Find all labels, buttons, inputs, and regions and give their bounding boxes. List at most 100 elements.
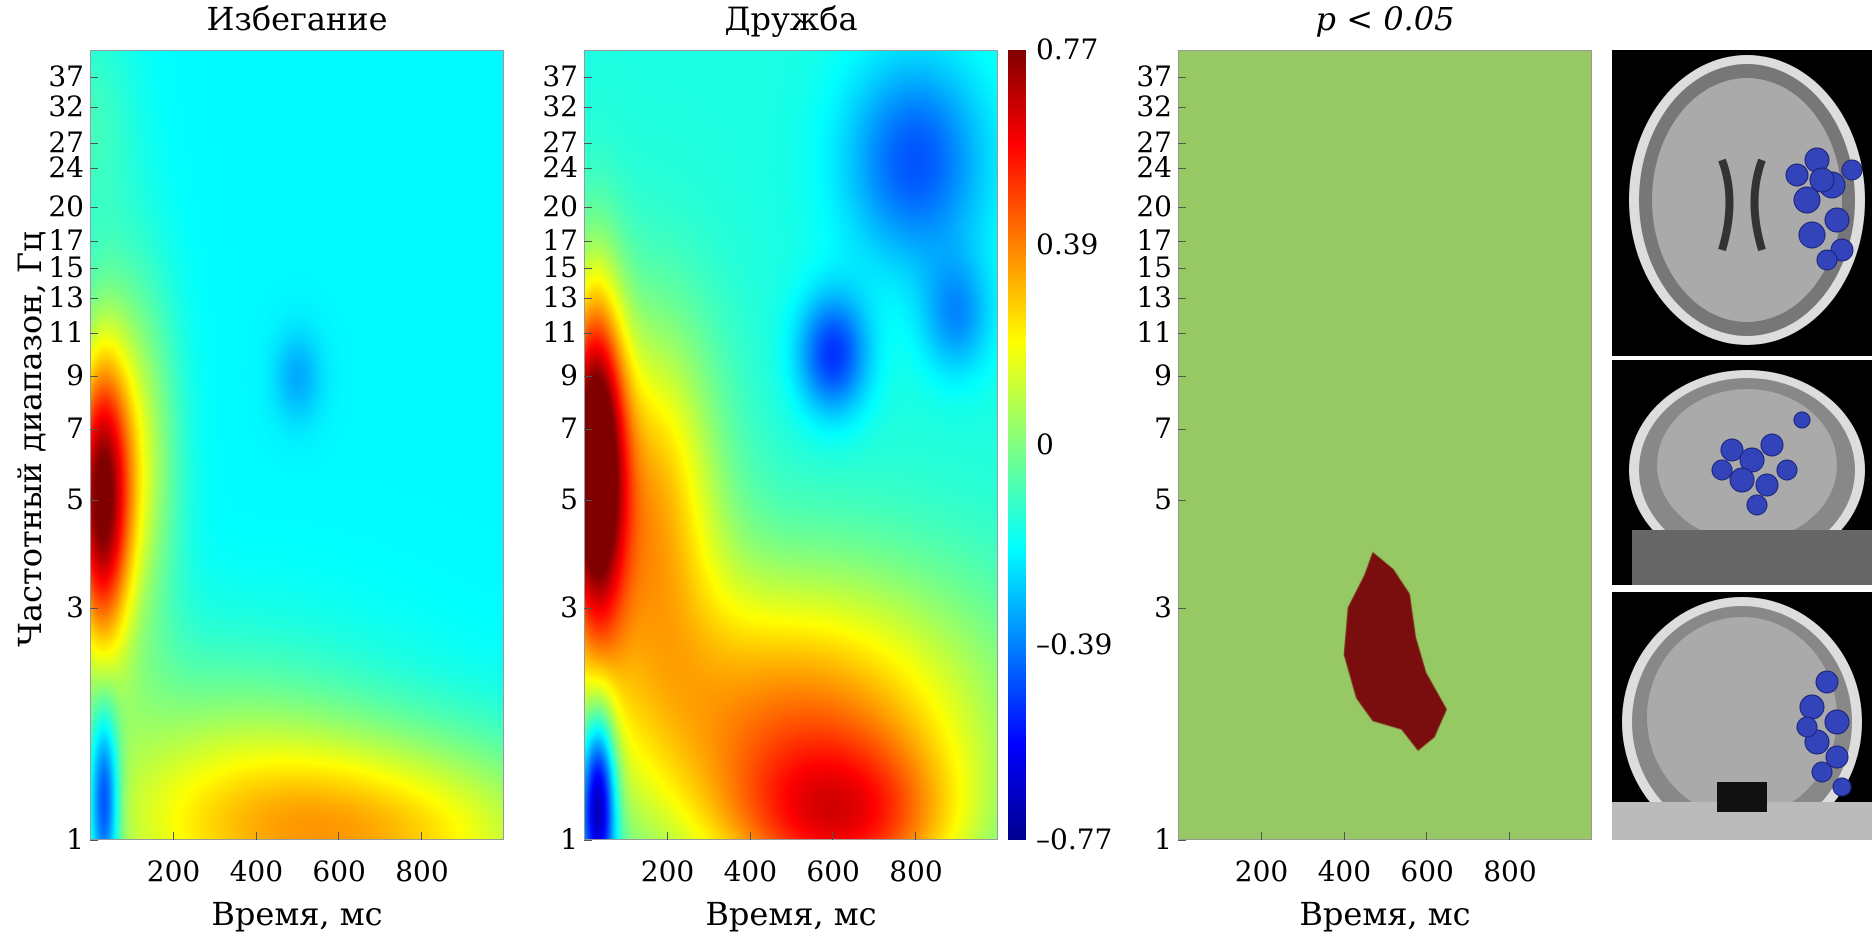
x-tick-label: 800 bbox=[395, 855, 449, 888]
y-tick-mark bbox=[1178, 428, 1186, 430]
y-tick-mark bbox=[584, 840, 592, 841]
y-tick-label: 9 bbox=[1154, 358, 1172, 392]
x-axis-label: Время, мс bbox=[705, 895, 877, 933]
significance-map bbox=[1178, 50, 1592, 840]
y-tick-mark bbox=[90, 499, 98, 501]
y-tick-mark bbox=[584, 107, 592, 109]
x-tick-label: 800 bbox=[889, 855, 943, 888]
y-tick-label: 17 bbox=[48, 224, 84, 258]
y-tick-mark bbox=[584, 607, 592, 609]
x-tick-label: 200 bbox=[146, 855, 201, 888]
y-tick-mark bbox=[1178, 168, 1186, 170]
colorbar-tick-label: –0.39 bbox=[1036, 628, 1113, 662]
y-tick-label: 1 bbox=[66, 823, 84, 856]
y-tick-mark bbox=[1178, 206, 1186, 208]
title-friendship: Дружба bbox=[724, 0, 858, 38]
y-tick-label: 37 bbox=[542, 59, 578, 93]
y-tick-label: 32 bbox=[48, 90, 84, 124]
colorbar-tick-label: 0 bbox=[1036, 428, 1054, 461]
y-tick-mark bbox=[584, 76, 592, 78]
y-tick-label: 20 bbox=[48, 189, 84, 223]
y-tick-label: 37 bbox=[1136, 59, 1172, 93]
y-tick-label: 15 bbox=[1136, 250, 1172, 284]
y-tick-label: 3 bbox=[1154, 590, 1172, 624]
y-tick-label: 27 bbox=[542, 126, 578, 160]
x-tick-mark bbox=[172, 832, 174, 840]
y-tick-mark bbox=[584, 499, 592, 501]
y-tick-label: 15 bbox=[542, 250, 578, 284]
x-tick-label: 200 bbox=[640, 855, 695, 888]
y-tick-mark bbox=[90, 297, 98, 299]
colorbar-tick-label: 0.77 bbox=[1036, 33, 1099, 66]
y-tick-mark bbox=[584, 428, 592, 430]
y-tick-label: 20 bbox=[1136, 189, 1172, 223]
y-tick-mark bbox=[90, 206, 98, 208]
x-tick-label: 800 bbox=[1483, 855, 1537, 888]
x-tick-mark bbox=[1343, 832, 1345, 840]
y-tick-label: 11 bbox=[542, 316, 578, 350]
y-tick-mark bbox=[584, 267, 592, 269]
y-tick-label: 5 bbox=[1154, 482, 1172, 516]
y-tick-label: 20 bbox=[542, 189, 578, 223]
y-tick-mark bbox=[1178, 76, 1186, 78]
brain-axial-image bbox=[1612, 50, 1872, 356]
y-tick-mark bbox=[1178, 143, 1186, 145]
x-axis-label: Время, мс bbox=[1299, 895, 1471, 933]
y-tick-label: 24 bbox=[1136, 151, 1172, 185]
y-tick-mark bbox=[90, 267, 98, 269]
x-tick-label: 400 bbox=[229, 855, 284, 888]
y-tick-mark bbox=[584, 143, 592, 145]
colorbar-tick-label: –0.77 bbox=[1036, 823, 1113, 856]
y-tick-label: 27 bbox=[1136, 126, 1172, 160]
y-tick-label: 1 bbox=[1154, 823, 1172, 856]
x-tick-mark bbox=[1509, 832, 1511, 840]
y-tick-mark bbox=[90, 333, 98, 335]
x-tick-mark bbox=[915, 832, 917, 840]
y-tick-label: 27 bbox=[48, 126, 84, 160]
title-significance: p < 0.05 bbox=[1315, 0, 1455, 38]
y-tick-label: 37 bbox=[48, 59, 84, 93]
y-tick-label: 17 bbox=[1136, 224, 1172, 258]
x-tick-label: 600 bbox=[806, 855, 860, 888]
x-tick-mark bbox=[421, 832, 423, 840]
y-tick-mark bbox=[90, 241, 98, 243]
x-tick-label: 400 bbox=[723, 855, 778, 888]
y-tick-label: 13 bbox=[48, 280, 84, 314]
y-tick-label: 17 bbox=[542, 224, 578, 258]
y-tick-mark bbox=[1178, 107, 1186, 109]
y-tick-label: 7 bbox=[1154, 411, 1172, 445]
x-axis-label: Время, мс bbox=[211, 895, 383, 933]
y-tick-label: 3 bbox=[66, 590, 84, 624]
x-tick-label: 200 bbox=[1234, 855, 1289, 888]
x-tick-label: 600 bbox=[1400, 855, 1454, 888]
y-tick-mark bbox=[1178, 267, 1186, 269]
y-tick-mark bbox=[1178, 375, 1186, 377]
y-tick-label: 5 bbox=[560, 482, 578, 516]
title-avoidance: Избегание bbox=[206, 0, 388, 38]
y-tick-mark bbox=[90, 607, 98, 609]
y-tick-mark bbox=[584, 297, 592, 299]
x-tick-mark bbox=[255, 832, 257, 840]
y-tick-label: 9 bbox=[66, 358, 84, 392]
y-tick-mark bbox=[1178, 241, 1186, 243]
x-tick-mark bbox=[832, 832, 834, 840]
y-tick-label: 11 bbox=[48, 316, 84, 350]
y-tick-mark bbox=[584, 375, 592, 377]
y-tick-mark bbox=[584, 241, 592, 243]
colorbar bbox=[1008, 50, 1026, 840]
y-tick-mark bbox=[584, 333, 592, 335]
x-tick-mark bbox=[749, 832, 751, 840]
x-tick-mark bbox=[1260, 832, 1262, 840]
y-tick-label: 5 bbox=[66, 482, 84, 516]
y-tick-label: 13 bbox=[542, 280, 578, 314]
y-tick-mark bbox=[1178, 297, 1186, 299]
y-tick-mark bbox=[584, 206, 592, 208]
y-tick-mark bbox=[90, 107, 98, 109]
y-tick-mark bbox=[90, 168, 98, 170]
y-tick-label: 13 bbox=[1136, 280, 1172, 314]
y-tick-mark bbox=[90, 76, 98, 78]
y-tick-mark bbox=[1178, 607, 1186, 609]
y-tick-mark bbox=[90, 143, 98, 145]
y-tick-mark bbox=[1178, 840, 1186, 841]
x-tick-mark bbox=[1426, 832, 1428, 840]
